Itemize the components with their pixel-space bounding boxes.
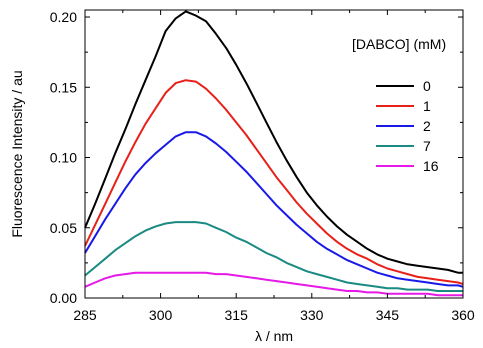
y-tick-label: 0.15 (50, 79, 77, 95)
y-tick-label: 0.05 (50, 220, 77, 236)
legend: [DABCO] (mM) 0 1 2 7 16 (352, 36, 446, 174)
x-tick-label: 330 (300, 307, 324, 323)
legend-label-2: 2 (423, 118, 431, 134)
legend-label-1: 1 (423, 98, 431, 114)
y-axis-title: Fluorescence Intensity / au (9, 70, 25, 237)
x-axis-title: λ / nm (255, 328, 293, 344)
series-line-0 (84, 10, 463, 274)
y-tick-label: 0.10 (50, 150, 77, 166)
series-layer (84, 10, 464, 297)
series-line-7 (84, 221, 463, 292)
series-line-2 (84, 131, 464, 288)
x-tick-label: 360 (451, 307, 475, 323)
series-line-16 (84, 271, 463, 297)
y-tick-label: 0.00 (50, 290, 77, 306)
ticks-layer: 285 300 315 330 345 360 0.00 0.05 0.10 0.15 0.20 (50, 9, 475, 323)
y-tick-label: 0.20 (50, 9, 77, 25)
x-tick-label: 345 (376, 307, 400, 323)
legend-title: [DABCO] (mM) (352, 36, 446, 52)
x-tick-label: 300 (149, 307, 173, 323)
legend-label-7: 7 (423, 138, 431, 154)
series-line-1 (84, 79, 464, 285)
x-tick-label: 285 (73, 307, 97, 323)
x-tick-label: 315 (225, 307, 249, 323)
legend-label-0: 0 (423, 78, 431, 94)
plot-frame (84, 9, 464, 299)
legend-label-16: 16 (423, 158, 439, 174)
